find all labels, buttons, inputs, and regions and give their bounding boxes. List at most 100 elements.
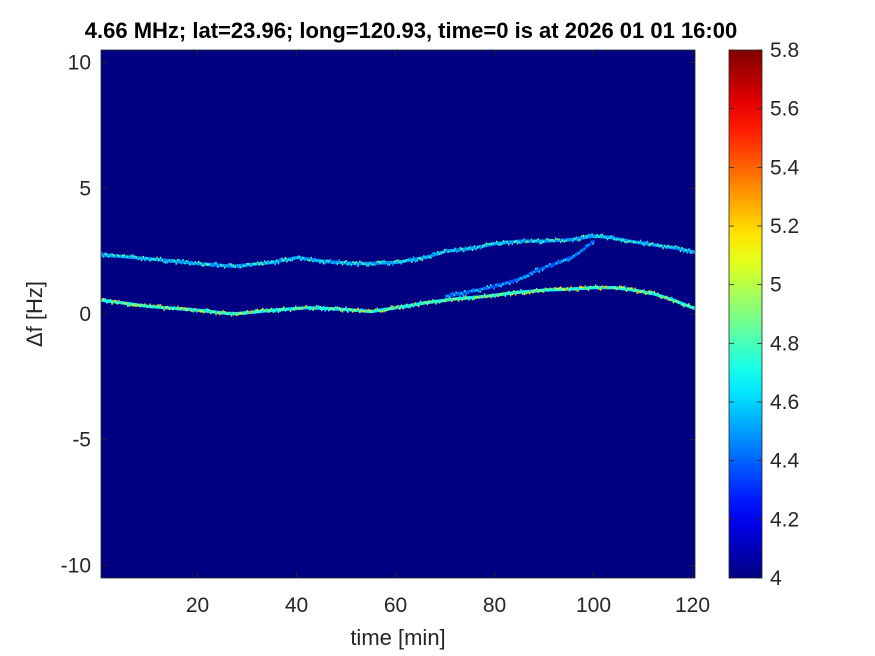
- trace-pixel: [407, 258, 409, 263]
- trace-pixel: [260, 309, 262, 313]
- x-axis-label: time [min]: [350, 625, 445, 650]
- trace-speckle: [418, 305, 420, 308]
- trace-pixel: [401, 305, 404, 309]
- trace-pixel: [323, 306, 325, 310]
- trace-pixel: [298, 256, 300, 260]
- trace-speckle: [558, 238, 560, 241]
- trace-pixel: [597, 286, 600, 290]
- trace-speckle: [383, 260, 385, 262]
- colorbar-tick-label: 5.8: [770, 39, 799, 62]
- trace-pixel: [503, 241, 506, 245]
- trace-speckle: [430, 300, 432, 303]
- colorbar-ticks: 44.24.44.64.855.25.45.65.8: [729, 39, 800, 590]
- trace-speckle: [503, 283, 506, 286]
- trace-speckle: [366, 309, 368, 312]
- trace-pixel: [610, 236, 613, 240]
- trace-speckle: [144, 259, 146, 262]
- trace-pixel: [203, 262, 205, 266]
- trace-speckle: [591, 233, 593, 236]
- trace-pixel: [266, 309, 269, 313]
- trace-pixel: [507, 240, 509, 244]
- trace-speckle: [144, 303, 146, 306]
- trace-speckle: [412, 256, 415, 259]
- trace-pixel: [574, 237, 577, 241]
- trace-pixel: [525, 274, 528, 278]
- trace-speckle: [561, 260, 563, 263]
- trace-speckle: [471, 248, 474, 251]
- trace-speckle: [256, 261, 259, 264]
- trace-speckle: [549, 239, 552, 242]
- trace-pixel: [594, 234, 596, 238]
- trace-speckle: [575, 236, 578, 239]
- trace-speckle: [139, 257, 141, 260]
- trace-speckle: [679, 250, 682, 252]
- trace-pixel: [471, 295, 473, 300]
- trace-speckle: [350, 263, 352, 266]
- trace-pixel: [285, 307, 287, 311]
- trace-pixel: [402, 304, 405, 309]
- trace-speckle: [262, 263, 264, 266]
- trace-speckle: [574, 237, 576, 240]
- trace-speckle: [477, 246, 479, 249]
- trace-pixel: [490, 285, 493, 289]
- trace-pixel: [157, 305, 160, 309]
- trace-pixel: [228, 312, 230, 316]
- trace-speckle: [118, 254, 120, 257]
- trace-pixel: [470, 289, 472, 293]
- trace-pixel: [524, 290, 527, 294]
- trace-speckle: [166, 305, 169, 308]
- trace-pixel: [619, 286, 621, 290]
- trace-speckle: [530, 238, 533, 241]
- trace-speckle: [426, 303, 429, 306]
- trace-speckle: [459, 296, 461, 299]
- trace-pixel: [588, 235, 591, 239]
- trace-speckle: [533, 271, 535, 273]
- trace-speckle: [677, 302, 680, 305]
- trace-speckle: [101, 298, 103, 301]
- trace-speckle: [154, 306, 157, 309]
- trace-pixel: [118, 300, 120, 305]
- trace-speckle: [688, 303, 690, 306]
- trace-pixel: [452, 293, 455, 297]
- trace-pixel: [407, 304, 409, 308]
- trace-pixel: [536, 239, 539, 243]
- trace-speckle: [567, 287, 569, 290]
- trace-pixel: [309, 306, 311, 310]
- y-tick-label: 5: [79, 177, 91, 200]
- trace-speckle: [230, 263, 233, 266]
- trace-speckle: [564, 258, 566, 261]
- trace-pixel: [361, 309, 363, 313]
- trace-speckle: [568, 259, 570, 262]
- trace-pixel: [609, 235, 612, 240]
- trace-speckle: [575, 253, 577, 256]
- trace-speckle: [473, 297, 475, 300]
- trace-pixel: [449, 293, 451, 298]
- trace-speckle: [556, 238, 558, 241]
- trace-pixel: [334, 260, 336, 264]
- trace-speckle: [610, 286, 612, 288]
- trace-speckle: [573, 254, 575, 257]
- trace-speckle: [314, 258, 316, 261]
- trace-speckle: [622, 239, 624, 241]
- trace-speckle: [438, 253, 441, 256]
- trace-pixel: [355, 262, 358, 266]
- trace-pixel: [460, 248, 462, 252]
- trace-speckle: [284, 257, 286, 259]
- y-tick-label: -10: [61, 554, 91, 577]
- trace-pixel: [536, 289, 539, 293]
- trace-pixel: [230, 312, 233, 316]
- trace-speckle: [319, 306, 321, 308]
- trace-pixel: [312, 306, 314, 310]
- trace-pixel: [383, 308, 385, 312]
- trace-speckle: [300, 259, 302, 261]
- trace-speckle: [348, 308, 351, 311]
- colorbar-gradient: [728, 49, 763, 579]
- trace-speckle: [317, 305, 319, 308]
- trace-speckle: [206, 263, 209, 266]
- trace-speckle: [267, 260, 269, 263]
- trace-pixel: [560, 287, 563, 291]
- trace-pixel: [279, 308, 282, 312]
- trace-speckle: [153, 258, 155, 261]
- trace-speckle: [397, 259, 399, 262]
- trace-pixel: [403, 304, 406, 308]
